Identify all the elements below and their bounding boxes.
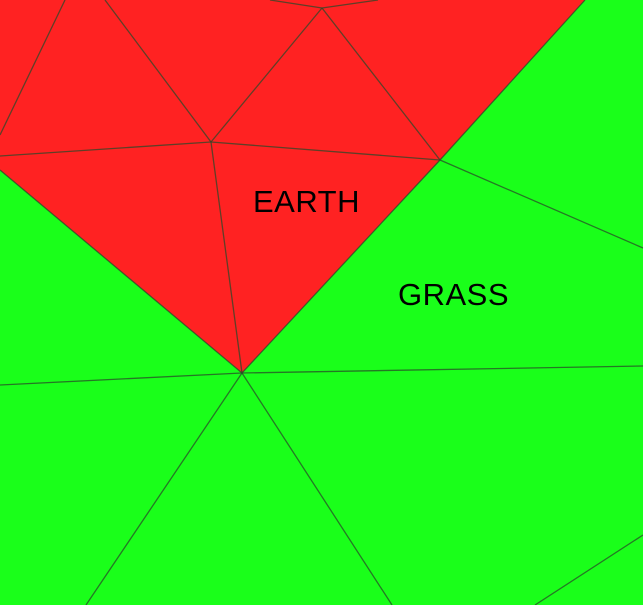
mesh-edge (241, 372, 393, 605)
mesh-edge (321, 7, 441, 161)
mesh-edge (534, 534, 643, 605)
mesh-edge (210, 7, 323, 143)
mesh-edge (0, 372, 243, 386)
grass-label: GRASS (398, 277, 510, 312)
mesh-edge (104, 0, 212, 143)
mesh-edge (210, 141, 441, 161)
mesh-edge (85, 372, 243, 605)
mesh-edge (269, 0, 379, 9)
earth-label: EARTH (253, 184, 361, 219)
region-boundary (0, 0, 586, 374)
earth-region (0, 0, 585, 373)
mesh-edge (241, 365, 643, 374)
mesh-edge (439, 159, 643, 249)
mesh-edge (0, 0, 66, 136)
mesh-edge (0, 141, 212, 157)
mesh-edge (210, 141, 243, 374)
